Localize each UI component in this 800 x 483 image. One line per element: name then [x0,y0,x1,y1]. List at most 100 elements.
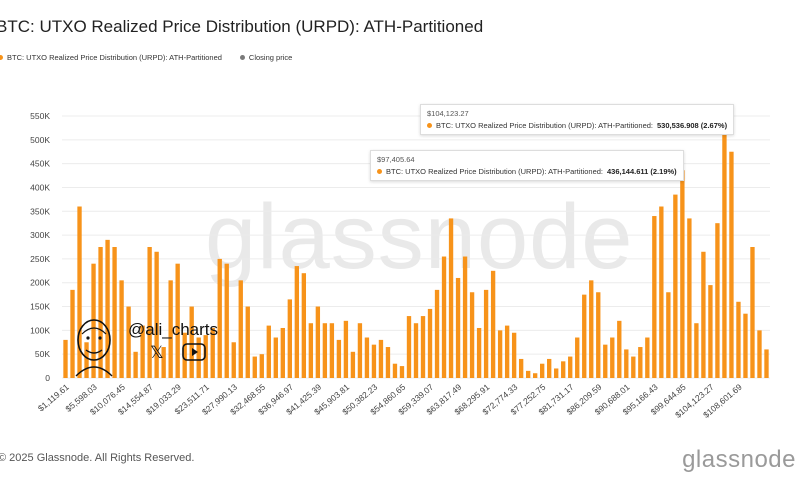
urpd-bar [238,280,243,378]
urpd-bar [294,266,300,378]
y-tick-label: 250K [30,254,50,264]
y-tick-label: 300K [30,230,50,240]
tooltip-swatch [377,169,382,174]
urpd-bar [84,342,89,378]
urpd-bar [540,363,545,378]
urpd-bar [624,349,629,378]
urpd-bar [385,347,391,378]
urpd-bar [399,366,405,378]
urpd-bar [217,258,222,378]
urpd-bar [504,325,510,378]
urpd-bar [231,342,236,378]
tooltip-price: $104,123.27 [427,109,469,118]
urpd-bar [259,354,264,378]
urpd-bar [568,356,573,378]
urpd-bar [764,349,769,378]
y-tick-label: 200K [30,278,50,288]
tooltip-104123: $104,123.27 BTC: UTXO Realized Price Dis… [420,104,735,135]
signature-icons: 𝕏 [150,343,206,363]
urpd-bar [112,247,117,378]
urpd-bar [245,306,250,378]
urpd-bar [392,363,398,378]
tooltip-swatch [427,123,432,128]
chart-legend: BTC: UTXO Realized Price Distribution (U… [0,53,292,62]
caricature-logo [75,319,113,377]
urpd-bar [273,337,278,378]
urpd-bar [371,344,377,378]
urpd-bar [91,263,96,378]
urpd-bar [708,285,713,378]
urpd-bar [617,320,622,378]
urpd-bar [140,325,145,378]
urpd-bar [736,301,741,378]
tooltip-series: BTC: UTXO Realized Price Distribution (U… [436,121,654,130]
tooltip-value: 436,144.611 (2.19%) [607,167,677,176]
urpd-bar [673,194,678,378]
legend-label-closing-price: Closing price [248,53,293,62]
urpd-bar [701,251,706,378]
urpd-bar [364,337,370,378]
urpd-bar [420,316,426,378]
urpd-bar [266,325,271,378]
urpd-bar [406,316,412,378]
urpd-bar [694,323,699,378]
urpd-bar [175,263,180,378]
y-tick-label: 500K [30,135,50,145]
urpd-bar [610,337,615,378]
urpd-bar [687,218,692,378]
legend-swatch-urpd [0,55,3,60]
tooltip-97405: $97,405.64 BTC: UTXO Realized Price Dist… [370,150,684,181]
tooltip-series: BTC: UTXO Realized Price Distribution (U… [386,167,604,176]
urpd-bar [750,247,755,378]
urpd-bar [301,273,307,378]
urpd-bar [659,206,664,378]
y-tick-label: 450K [30,159,50,169]
urpd-bar [434,289,440,378]
urpd-bar [652,216,657,378]
urpd-bar [182,332,187,378]
urpd-bar [518,358,524,378]
y-tick-label: 400K [30,182,50,192]
y-tick-label: 0 [45,373,50,383]
urpd-bar [603,344,608,378]
urpd-bar [133,351,138,378]
tooltip-price: $97,405.64 [377,155,415,164]
legend-item-urpd[interactable]: BTC: UTXO Realized Price Distribution (U… [0,53,222,62]
brand-logo-text: glassnode [682,446,796,473]
y-tick-label: 150K [30,302,50,312]
x-icon: 𝕏 [150,343,164,362]
urpd-bar [336,339,342,378]
urpd-bar [119,280,124,378]
urpd-bar [722,125,727,378]
urpd-bar [455,277,461,378]
urpd-bar [329,323,335,378]
urpd-bar [462,256,468,378]
legend-item-closing-price[interactable]: Closing price [239,53,293,62]
y-tick-label: 100K [30,325,50,335]
urpd-bar [638,347,643,378]
legend-label-urpd: BTC: UTXO Realized Price Distribution (U… [7,53,222,62]
urpd-bar [427,308,433,378]
y-tick-label: 350K [30,206,50,216]
urpd-bar [280,327,285,378]
urpd-bar [308,323,314,378]
urpd-bar [161,347,166,378]
urpd-bar [154,251,159,378]
y-tick-label: 550K [30,111,50,121]
chart-title: BTC: UTXO Realized Price Distribution (U… [0,17,484,36]
urpd-bar [105,239,110,378]
urpd-bar [757,330,762,378]
urpd-bar [645,337,650,378]
urpd-bar [315,306,321,378]
legend-swatch-closing-price [239,55,245,60]
urpd-bar [729,151,734,378]
tooltip-value: 530,536.908 (2.67%) [657,121,728,130]
urpd-bar [448,218,454,378]
urpd-bar [631,356,636,378]
urpd-bar [680,170,685,378]
urpd-bar [252,356,257,378]
urpd-bar [350,351,356,378]
urpd-bar [575,337,580,378]
urpd-bar [196,337,201,378]
